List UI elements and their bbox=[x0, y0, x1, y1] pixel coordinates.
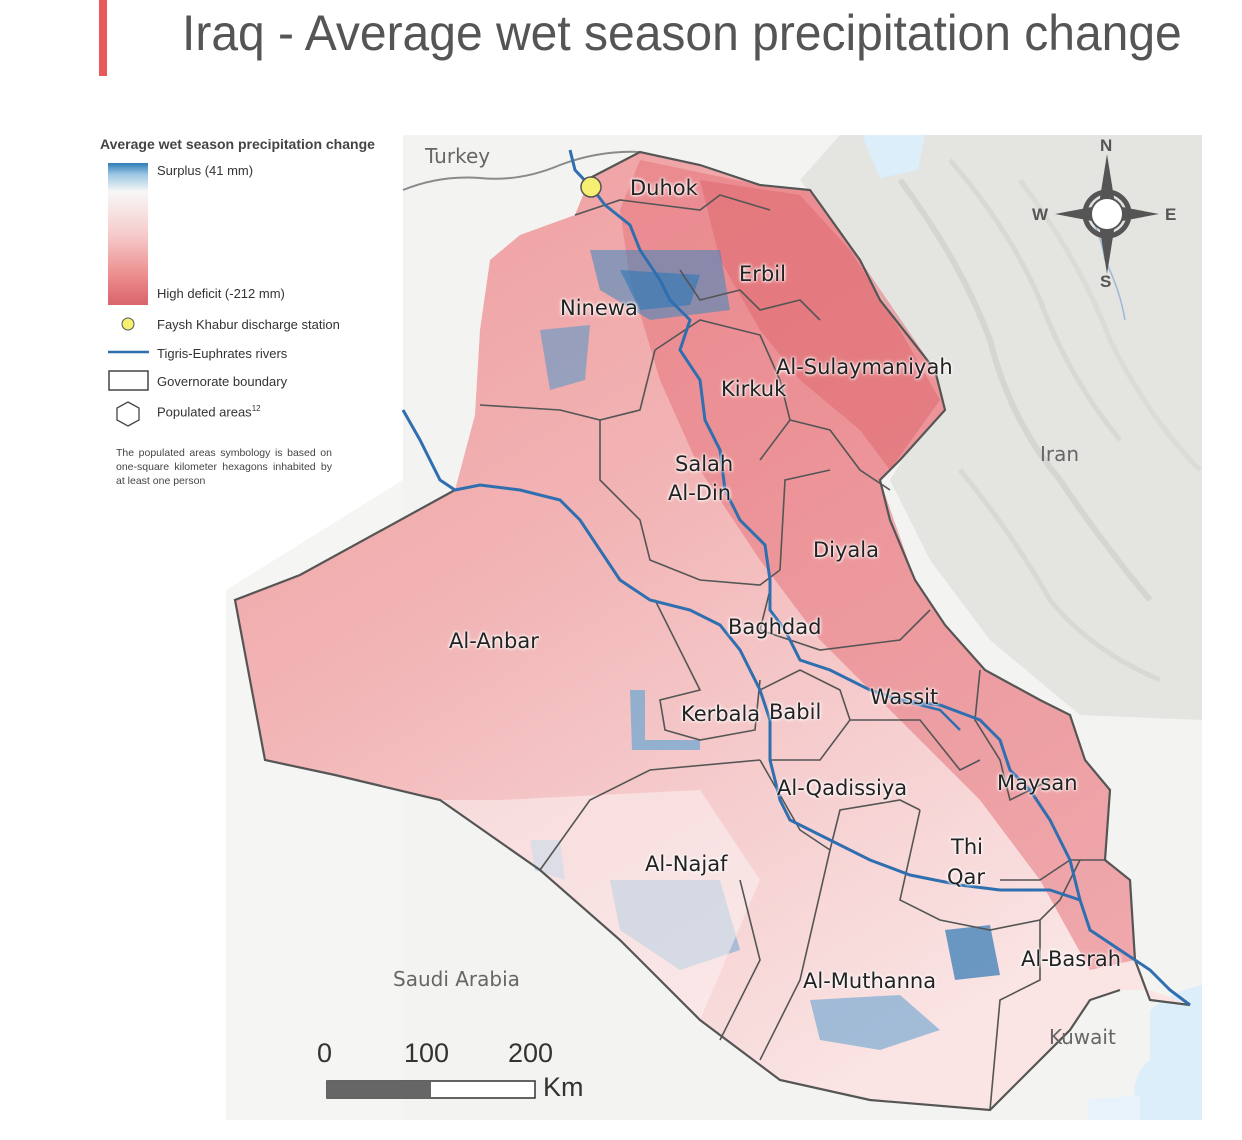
gov-label-thi: Thi bbox=[951, 835, 983, 859]
gov-label-duhok: Duhok bbox=[630, 176, 698, 200]
country-label-saudi-arabia: Saudi Arabia bbox=[393, 967, 520, 991]
iraq-precipitation-surface bbox=[235, 152, 1190, 1110]
gov-label-kirkuk: Kirkuk bbox=[721, 377, 787, 401]
legend-note: The populated areas symbology is based o… bbox=[116, 447, 332, 487]
gov-label-anbar: Al-Anbar bbox=[449, 629, 539, 653]
scale-label-200: 200 bbox=[508, 1038, 554, 1068]
scale-label-100: 100 bbox=[404, 1038, 450, 1068]
country-label-iran: Iran bbox=[1040, 442, 1080, 466]
scale-bar bbox=[326, 1080, 536, 1099]
country-label-kuwait: Kuwait bbox=[1049, 1025, 1116, 1049]
page-title: Iraq - Average wet season precipitation … bbox=[182, 5, 1182, 61]
compass-rose-icon bbox=[1055, 154, 1159, 274]
scale-label-0: 0 bbox=[317, 1038, 333, 1068]
gov-label-sulaymaniyah: Al-Sulaymaniyah bbox=[776, 355, 953, 379]
gov-label-maysan: Maysan bbox=[997, 771, 1078, 795]
gov-label-muthanna: Al-Muthanna bbox=[803, 969, 937, 993]
tigris-euphrates-rivers bbox=[401, 149, 1191, 1007]
scale-unit: Km bbox=[543, 1072, 584, 1102]
gov-label-kerbala: Kerbala bbox=[681, 702, 761, 726]
country-label-turkey: Turkey bbox=[425, 144, 491, 168]
legend-symbols bbox=[108, 317, 149, 427]
gov-label-baghdad: Baghdad bbox=[728, 615, 822, 639]
gov-label-diyala: Diyala bbox=[813, 538, 880, 562]
gov-label-ninewa: Ninewa bbox=[560, 296, 638, 320]
compass-n: N bbox=[1100, 136, 1113, 155]
gov-label-basrah: Al-Basrah bbox=[1021, 947, 1122, 971]
gov-label-qadissiya: Al-Qadissiya bbox=[777, 776, 908, 800]
compass-s: S bbox=[1100, 272, 1112, 291]
legend-populated-label: Populated areas12 bbox=[157, 404, 261, 420]
legend-boundary-label: Governorate boundary bbox=[157, 374, 288, 389]
legend-color-ramp bbox=[108, 163, 148, 305]
faysh-khabur-station-marker[interactable] bbox=[580, 176, 602, 198]
gov-label-wassit: Wassit bbox=[870, 685, 939, 709]
gov-label-qar: Qar bbox=[947, 865, 986, 889]
legend-deficit-label: High deficit (-212 mm) bbox=[157, 286, 285, 301]
compass-e: E bbox=[1165, 205, 1177, 224]
compass-w: W bbox=[1032, 205, 1049, 224]
gov-label-najaf: Al-Najaf bbox=[645, 852, 728, 876]
title-accent-bar bbox=[99, 0, 107, 76]
legend-station-label: Faysh Khabur discharge station bbox=[157, 317, 340, 332]
gov-label-al-din: Al-Din bbox=[668, 481, 732, 505]
governorate-boundaries bbox=[233, 150, 1191, 1112]
gov-label-salah: Salah bbox=[675, 452, 734, 476]
legend-title: Average wet season precipitation change bbox=[100, 136, 375, 152]
gov-label-erbil: Erbil bbox=[739, 262, 786, 286]
legend-rivers-label: Tigris-Euphrates rivers bbox=[157, 346, 288, 361]
legend-surplus-label: Surplus (41 mm) bbox=[157, 163, 254, 178]
gov-label-babil: Babil bbox=[769, 700, 822, 724]
